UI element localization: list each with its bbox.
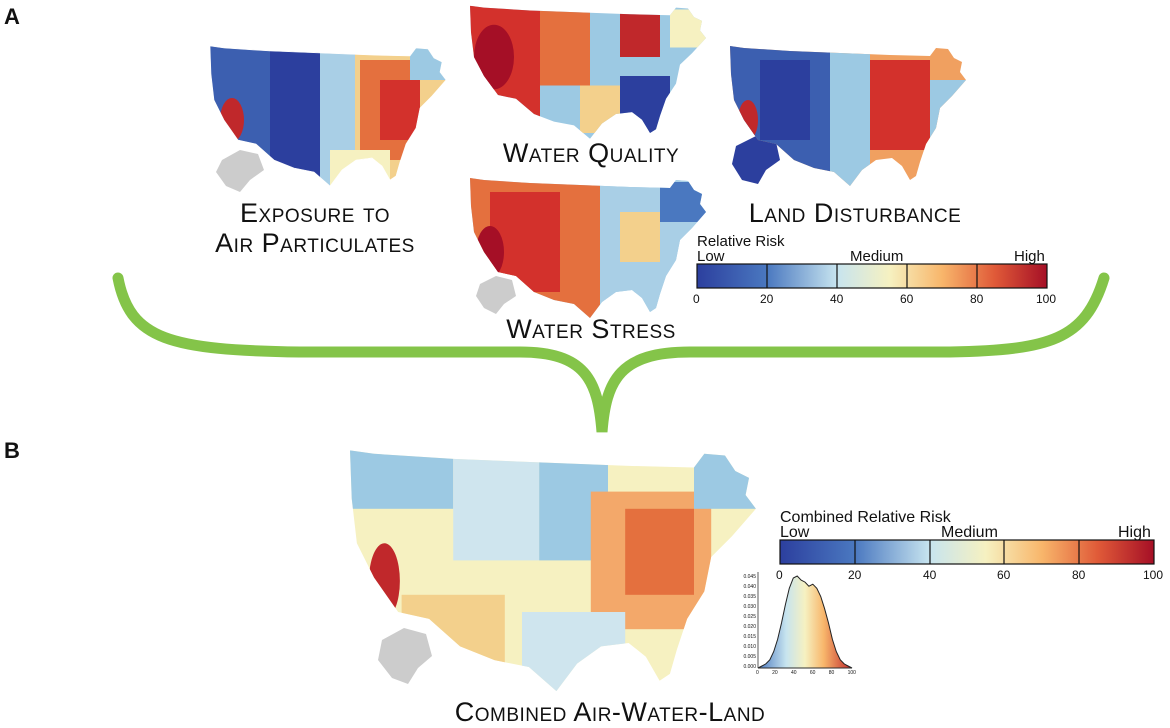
histogram-x-tick: 20 — [772, 670, 778, 676]
combined-title: Combined Air-Water-Land — [454, 697, 766, 727]
alaska-shape-stress — [476, 276, 516, 314]
legend-b-medium: Medium — [941, 524, 998, 541]
histogram-x-ticks: 0 20 40 60 80 100 — [756, 670, 856, 676]
legend-b-low: Low — [780, 524, 810, 541]
panel-letter-b: B — [4, 438, 20, 463]
histogram-x-tick: 100 — [847, 670, 856, 676]
legend-a-tick-0: 0 — [693, 292, 700, 306]
legend-b-ticks — [854, 540, 1080, 564]
histogram-y-ticks: 0.045 0.040 0.035 0.030 0.025 0.020 0.01… — [726, 572, 756, 672]
legend-b-tick-20: 20 — [848, 568, 862, 582]
histogram-x-tick: 0 — [756, 670, 759, 676]
histogram-y-tick: 0.020 — [743, 624, 756, 630]
histogram-x-tick: 80 — [828, 670, 835, 676]
histogram-y-tick: 0.000 — [743, 664, 756, 670]
panel-letter-a: A — [4, 4, 20, 29]
legend-a-colorbar — [696, 263, 1048, 289]
air-particulates-title-line2: Air Particulates — [215, 228, 415, 258]
legend-b-tick-60: 60 — [997, 568, 1011, 582]
legend-b-tick-40: 40 — [923, 568, 937, 582]
legend-a-tick-80: 80 — [970, 292, 984, 306]
legend-a-tick-100: 100 — [1036, 292, 1057, 306]
legend-b-title: Combined Relative Risk — [780, 509, 951, 526]
legend-a-tick-20: 20 — [760, 292, 774, 306]
legend-b-tick-80: 80 — [1072, 568, 1086, 582]
histogram-y-tick: 0.005 — [743, 654, 756, 660]
legend-a-medium: Medium — [850, 248, 904, 265]
air-particulates-title-line1: Exposure to — [240, 198, 390, 228]
alaska-shape-land — [732, 136, 780, 184]
legend-a-title: Relative Risk — [697, 233, 785, 250]
histogram-y-tick: 0.025 — [743, 614, 756, 620]
legend-a-ticks — [766, 264, 978, 288]
land-disturbance-title: Land Disturbance — [748, 198, 962, 228]
histogram-y-tick: 0.010 — [743, 644, 756, 650]
legend-b-high: High — [1118, 524, 1151, 541]
legend-a-tick-40: 40 — [830, 292, 844, 306]
histogram-y-tick: 0.040 — [743, 584, 756, 590]
histogram-y-tick: 0.045 — [743, 574, 756, 580]
legend-b-tick-0: 0 — [776, 568, 783, 582]
water-quality-title: Water Quality — [502, 138, 680, 168]
water-stress-title: Water Stress — [506, 314, 676, 344]
legend-b-tick-100: 100 — [1143, 568, 1164, 582]
map-water-quality — [470, 5, 706, 139]
green-bracket — [112, 272, 1110, 433]
legend-a-low: Low — [697, 248, 725, 265]
legend-a-tick-60: 60 — [900, 292, 914, 306]
alaska-shape-air — [216, 150, 264, 192]
histogram-y-tick: 0.015 — [743, 634, 756, 640]
histogram — [757, 572, 853, 669]
histogram-y-tick: 0.035 — [743, 594, 756, 600]
legend-b-colorbar — [779, 539, 1155, 565]
legend-a-high: High — [1014, 248, 1045, 265]
alaska-shape-combined — [378, 628, 432, 684]
histogram-x-tick: 60 — [809, 670, 816, 676]
histogram-x-tick: 40 — [790, 670, 797, 676]
histogram-y-tick: 0.030 — [743, 604, 756, 610]
